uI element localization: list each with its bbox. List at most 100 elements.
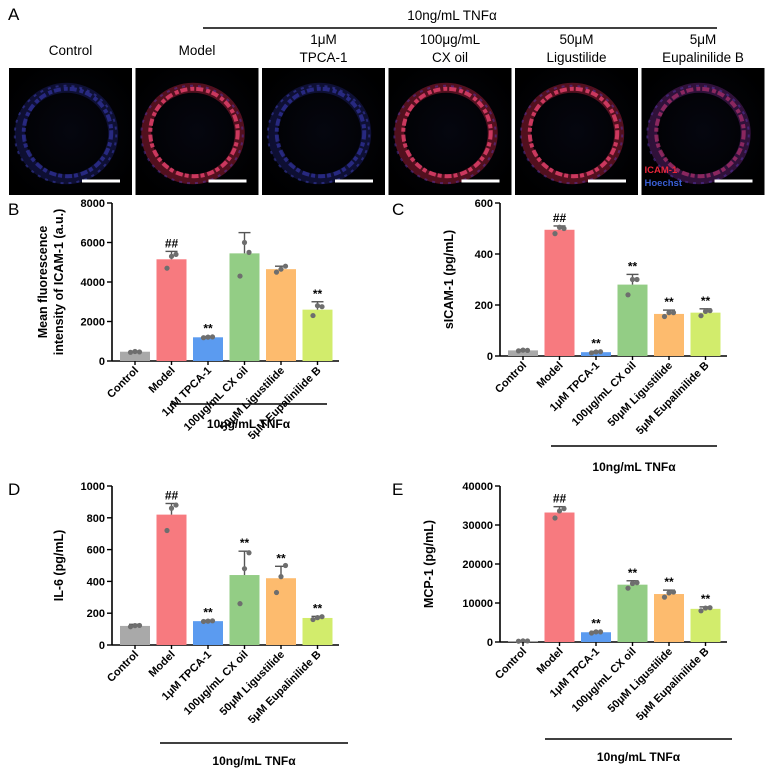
data-point	[661, 313, 668, 320]
data-point	[670, 589, 677, 595]
tissue-ring-inner	[148, 86, 240, 179]
data-point	[588, 350, 595, 356]
data-point	[597, 629, 604, 635]
tissue-ring-nuclei	[646, 84, 750, 185]
y-tick-label: 400	[87, 576, 105, 588]
data-point	[670, 310, 677, 316]
data-point	[634, 276, 640, 283]
data-point	[164, 527, 170, 534]
data-point	[707, 605, 713, 611]
y-tick-label: 10000	[462, 598, 493, 610]
bar-1	[508, 350, 538, 356]
bar-5	[654, 313, 684, 356]
tnf-label-a: 10ng/mL TNFα	[407, 8, 497, 23]
tissue-ring-inner	[527, 86, 620, 179]
data-point	[520, 347, 526, 353]
data-point	[552, 515, 558, 521]
data-point	[237, 601, 243, 607]
bar-2	[544, 512, 575, 642]
x-tick-label: 100μg/mL CX oil	[182, 649, 251, 718]
y-tick-label: 800	[87, 513, 105, 525]
y-tick-label: 8000	[81, 198, 105, 210]
data-point	[310, 616, 316, 623]
bar-4	[617, 584, 648, 642]
tissue-ring-nuclei	[519, 84, 624, 185]
data-point	[707, 308, 713, 314]
data-point	[625, 585, 631, 591]
micrograph-label: Control	[49, 43, 93, 58]
data-point	[127, 624, 134, 630]
micrograph-label: 1μM	[310, 32, 337, 47]
data-point	[561, 225, 567, 232]
panel-letter-a: A	[8, 5, 20, 24]
significance-label: ##	[553, 492, 567, 506]
tissue-ring-nuclei	[266, 84, 371, 185]
data-point	[282, 562, 289, 569]
data-point	[698, 608, 704, 614]
bar-5	[266, 269, 296, 361]
bar-6	[690, 312, 721, 356]
tissue-ring-nuclei	[13, 84, 118, 185]
data-point	[136, 622, 143, 629]
x-tick-label: Control	[493, 646, 529, 682]
y-axis-label: IL-6 (pg/mL)	[52, 530, 66, 602]
data-point	[629, 276, 636, 283]
micrograph-5: 50μM Ligustilide	[515, 32, 638, 195]
data-point	[246, 249, 252, 255]
data-point	[132, 623, 138, 629]
tissue-ring-nuclei	[393, 84, 497, 185]
data-point	[556, 224, 563, 230]
y-tick-label: 0	[99, 640, 105, 652]
y-tick-label: 1000	[81, 481, 105, 493]
bar-6	[690, 608, 721, 642]
x-tick-label: 5μM Eupalinilide B	[634, 646, 712, 724]
significance-label: **	[313, 287, 323, 301]
data-point	[597, 349, 604, 355]
y-tick-label: 200	[475, 300, 493, 312]
significance-label: **	[701, 294, 711, 308]
data-point	[314, 615, 321, 621]
tnf-label: 10ng/mL TNFα	[212, 754, 296, 768]
x-tick-label: 100μg/mL CX oil	[570, 646, 639, 715]
data-point	[702, 605, 709, 611]
chart-b: B 0 2000 4000 6000 8000 Mean fluorescence inten…	[8, 198, 339, 442]
panel-letter-b: B	[8, 200, 19, 219]
data-point	[200, 618, 207, 625]
data-point	[552, 231, 558, 237]
data-point	[282, 263, 289, 269]
bar-6	[302, 617, 333, 645]
data-point	[666, 310, 672, 316]
bar-1	[120, 351, 150, 361]
data-point	[561, 506, 567, 512]
data-point	[314, 303, 321, 309]
y-tick-label: 30000	[462, 520, 493, 532]
bar-2	[156, 514, 187, 645]
significance-label: **	[203, 322, 213, 336]
bar-3	[193, 337, 223, 361]
significance-label: **	[664, 575, 674, 589]
bar-5	[266, 578, 296, 645]
data-point	[515, 348, 522, 354]
significance-label: **	[701, 592, 711, 606]
data-point	[520, 638, 526, 644]
data-point	[666, 590, 672, 596]
data-point	[136, 349, 143, 355]
y-tick-label: 200	[87, 608, 105, 620]
data-point	[164, 265, 170, 271]
x-tick-label: Control	[105, 365, 141, 401]
micrograph-label: CX oil	[432, 50, 468, 65]
micrograph-label: 50μM	[559, 32, 593, 47]
significance-label: **	[664, 295, 674, 309]
tnf-label: 10ng/mL TNFα	[597, 750, 681, 764]
data-point	[319, 614, 325, 620]
bar-1	[120, 625, 150, 645]
data-point	[168, 253, 175, 259]
x-tick-label: Model	[147, 365, 178, 396]
data-point	[556, 508, 563, 514]
significance-label: ##	[165, 488, 179, 502]
data-point	[273, 269, 280, 275]
data-point	[132, 348, 138, 355]
data-point	[173, 251, 179, 257]
tissue-ring-inner	[274, 86, 367, 179]
x-tick-label: 50μM Ligustilide	[606, 360, 675, 429]
